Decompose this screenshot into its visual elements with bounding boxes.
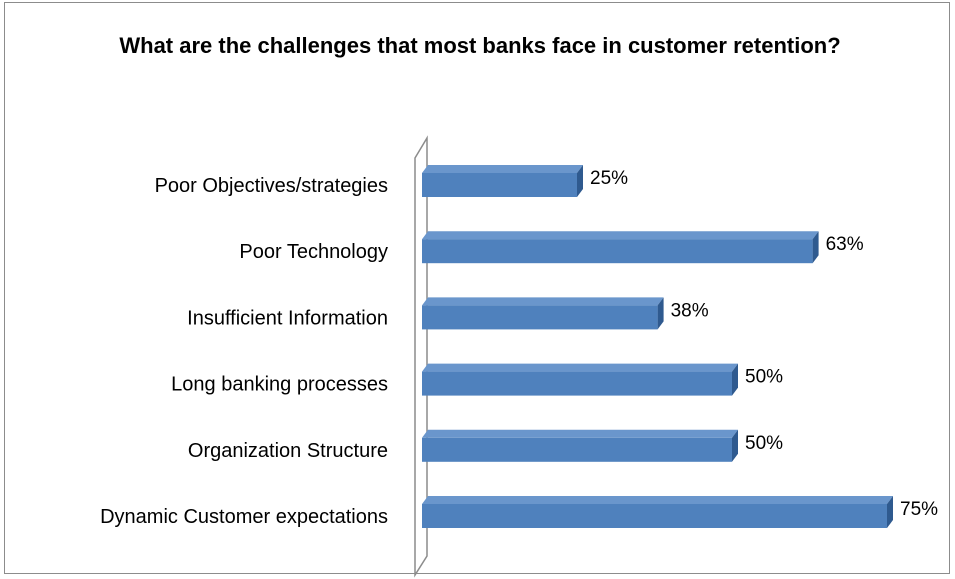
bar-top-face (422, 496, 893, 504)
chart-title: What are the challenges that most banks … (119, 33, 841, 58)
bar-4 (422, 363, 738, 396)
bar-top-face (422, 363, 738, 372)
bar-front-face (422, 239, 813, 264)
bar-front-face (422, 173, 577, 197)
value-label: 25% (590, 168, 628, 189)
bar-front-face (422, 371, 732, 396)
bar-2 (422, 231, 819, 264)
value-label: 50% (745, 433, 783, 454)
bar-side-face (732, 363, 738, 396)
category-label: Organization Structure (188, 440, 388, 462)
bar-front-face (422, 305, 658, 330)
value-label: 63% (826, 234, 864, 255)
bar-side-face (577, 165, 583, 197)
bar-6 (422, 496, 893, 528)
value-label: 50% (745, 367, 783, 388)
bar-front-face (422, 504, 887, 528)
bar-top-face (422, 297, 664, 306)
category-label: Poor Technology (239, 241, 388, 263)
bar-top-face (422, 165, 583, 173)
bar-5 (422, 429, 738, 462)
category-label: Long banking processes (171, 374, 388, 396)
bar-side-face (812, 231, 819, 264)
bar-side-face (887, 496, 893, 528)
bar-1 (422, 165, 583, 197)
bar-top-face (422, 429, 738, 438)
chart-frame (4, 2, 950, 574)
bar-side-face (657, 297, 664, 330)
bar-side-face (732, 429, 738, 462)
bar-front-face (422, 437, 732, 462)
bar-top-face (422, 231, 819, 240)
category-label: Poor Objectives/strategies (155, 175, 388, 197)
value-label: 75% (900, 499, 938, 520)
bar-3 (422, 297, 664, 330)
category-label: Dynamic Customer expectations (100, 506, 388, 528)
category-label: Insufficient Information (187, 307, 388, 329)
value-label: 38% (671, 300, 709, 321)
